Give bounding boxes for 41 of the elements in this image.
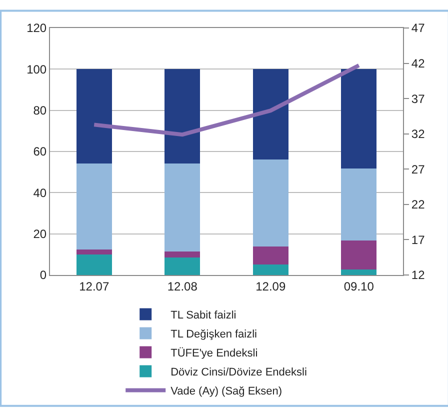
- x-tick-label: 12.07: [79, 279, 110, 294]
- line-series: [92, 63, 361, 137]
- bar: [76, 164, 112, 250]
- x-tick-label: 12.08: [167, 279, 198, 294]
- y-tick-label: 40: [33, 186, 47, 200]
- y-tick-label: 0: [40, 268, 47, 282]
- bar: [252, 69, 288, 160]
- bar: [341, 240, 377, 270]
- legend-label: TÜFE'ye Endeksli: [170, 346, 258, 360]
- y-tick-label: 120: [26, 21, 47, 36]
- x-tick-label: 12.09: [256, 279, 286, 294]
- y2-tick-label: 37: [411, 92, 426, 106]
- bar: [164, 164, 200, 252]
- bar: [164, 252, 200, 258]
- bar: [76, 69, 112, 164]
- y2-tick-label: 17: [411, 232, 426, 247]
- bar: [341, 168, 377, 240]
- bar: [164, 69, 200, 164]
- y2-tick-label: 32: [411, 127, 426, 142]
- y2-tick-label: 27: [411, 162, 426, 176]
- legend-label: TL Sabit faizli: [170, 309, 236, 322]
- bar: [252, 264, 288, 275]
- y-tick-label: 60: [33, 144, 47, 159]
- x-tick-label: 09.10: [344, 279, 374, 294]
- y-tick-label: 100: [26, 62, 47, 76]
- bar: [341, 69, 377, 169]
- y-tick-label: 20: [33, 227, 47, 242]
- bar: [164, 257, 200, 275]
- bar: [252, 160, 288, 246]
- legend-label: Döviz Cinsi/Dövize Endeksli: [170, 366, 307, 378]
- bar: [76, 249, 112, 254]
- y2-tick-label: 47: [411, 21, 426, 36]
- y2-tick-label: 42: [411, 56, 426, 70]
- legend-label: TL Değişken faizli: [170, 328, 258, 340]
- y2-tick-label: 22: [411, 198, 426, 212]
- bar: [252, 246, 288, 265]
- bar: [341, 270, 377, 275]
- y-tick-label: 80: [33, 104, 47, 118]
- y2-tick-label: 12: [411, 268, 426, 282]
- bar: [76, 254, 112, 275]
- legend-label: Vade (Ay) (Sağ Eksen): [170, 385, 282, 398]
